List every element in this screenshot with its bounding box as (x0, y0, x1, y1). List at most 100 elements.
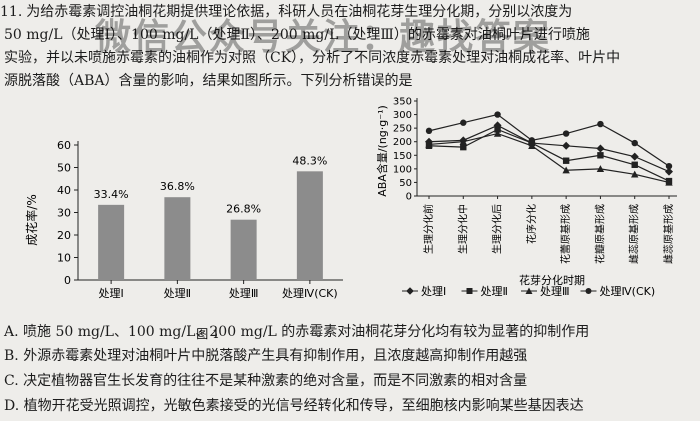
fig1-category-label: 处理Ⅲ (229, 287, 259, 300)
fig2-point-diamond (630, 152, 639, 161)
fig1-bar-value-label: 26.8% (226, 203, 261, 216)
fig2-point-circle (585, 288, 592, 294)
fig2-point-circle (597, 120, 604, 128)
question-line-2: 50 mg/L（处理Ⅰ）、100 mg/L（处理Ⅱ）、200 mg/L（处理Ⅲ）… (4, 27, 590, 43)
fig2-xlabel: 花芽分化时期 (519, 273, 585, 287)
fig2-ytick-label: 250 (393, 124, 412, 135)
fig2-point-circle (494, 111, 501, 118)
fig2-series-line (428, 124, 670, 173)
fig1-bar (98, 204, 125, 280)
fig1-category-label: 处理Ⅰ (99, 287, 124, 300)
fig2-axes: 0 50 100 150 200 250 300 350 生理分化前 生理分化中 生理分化后 花序分化… (393, 97, 677, 264)
fig2-point-square (466, 288, 473, 294)
fig2-point-square (460, 143, 467, 151)
fig2-point-circle (528, 137, 536, 144)
fig2-point-square (631, 161, 638, 168)
fig1-bar (164, 197, 191, 280)
fig2-ytick-label: 350 (393, 97, 412, 108)
fig1-category-label: 处理Ⅳ(CK) (282, 287, 338, 300)
fig2-ytick-label: 100 (393, 164, 412, 175)
fig2-ytick-label: 200 (393, 137, 412, 148)
fig1-ytick-label: 40 (57, 184, 71, 197)
fig1-bar-value-label: 36.8% (160, 180, 195, 193)
fig2-legend: 处理Ⅰ 处理Ⅱ 处理Ⅲ 处理Ⅳ(CK) (402, 285, 655, 298)
fig2-point-triangle (459, 138, 467, 145)
option-d: D. 植物开花受光照调控，光敏色素接受的光信号经转化和传导，至细胞核内影响某些基… (4, 397, 584, 415)
fig2-point-triangle (631, 170, 639, 178)
fig2-point-triangle (525, 287, 533, 294)
option-b-text: 外源赤霉素处理对油桐叶片中脱落酸产生具有抑制作用，且浓度越高抑制作用越强 (23, 348, 528, 364)
fig2-ytick-label: 0 (406, 192, 412, 203)
option-c-text: 决定植物器官生长发育的往往不是某种激素的绝对含量，而是不同激素的相对含量 (23, 373, 528, 389)
fig2-point-circle (562, 130, 570, 137)
option-a-text: 喷施 50 mg/L、100 mg/L、200 mg/L 的赤霉素对油桐花芽分化… (23, 324, 590, 340)
question-line-3: 实验，并以未喷施赤霉素的油桐作为对照（CK），分析了不同浓度赤霉素处理对油桐成花… (4, 50, 621, 66)
fig1-ytick-label: 50 (57, 162, 71, 175)
question-line-4: 源脱落酸（ABA）含量的影响，结果如图所示。下列分析错误的是 (4, 73, 413, 89)
fig2-point-square (494, 126, 501, 133)
fig1-caption: 图 1 (196, 327, 219, 341)
fig2-point-triangle (493, 129, 502, 137)
fig2-legend-label: 处理Ⅳ(CK) (600, 285, 656, 298)
fig2-ylabel: ABA含量/(ng·g⁻¹) (375, 105, 389, 197)
fig2-point-diamond (665, 167, 673, 176)
option-c: C. 决定植物器官生长发育的往往不是某种激素的绝对含量，而是不同激素的相对含量 (4, 372, 527, 390)
fig2-category-label: 花蕾原基形成 (559, 204, 572, 264)
fig2-point-triangle (425, 140, 433, 148)
fig1-bars: 33.4% 36.8% 26.8% 48.3% (94, 154, 327, 280)
fig1-ytick-label: 60 (57, 139, 71, 152)
fig2-category-label: 生理分化前 (422, 204, 435, 254)
question-line-1: 11. 为给赤霉素调控油桐花期提供理论依据，科研人员在油桐花芽生理分化期，分别以浓… (0, 3, 572, 21)
fig1-ytick-label: 0 (64, 274, 71, 287)
figure-1-bar-chart: 成花率/% 0 10 20 30 40 50 60 处理Ⅰ 处理Ⅱ 处理Ⅲ 处理Ⅳ(CK) 33.4… (24, 139, 343, 341)
fig2-category-label: 雌蕊原基形成 (662, 204, 675, 264)
fig2-category-label: 花瓣原基形成 (593, 204, 606, 264)
fig2-legend-label: 处理Ⅱ (481, 285, 508, 298)
fig2-ytick-label: 300 (393, 110, 412, 121)
fig2-category-label: 雌蕊原基形成 (628, 204, 641, 264)
fig2-point-circle (425, 127, 433, 135)
option-b-label: B. (4, 348, 19, 364)
fig2-series-line (428, 132, 670, 184)
fig2-point-square (562, 157, 570, 164)
fig1-bar (230, 219, 257, 280)
fig2-point-diamond (596, 144, 605, 153)
fig2-point-diamond (562, 141, 571, 150)
fig2-series (425, 111, 673, 186)
fig2-point-triangle (528, 142, 536, 149)
figure-2-line-chart: ABA含量/(ng·g⁻¹) 0 50 100 150 200 250 300 350 生理分化… (375, 97, 677, 298)
question-text-1: 为给赤霉素调控油桐花期提供理论依据，科研人员在油桐花芽生理分化期，分别以浓度为 (26, 4, 573, 20)
fig2-legend-label: 处理Ⅰ (421, 285, 446, 298)
fig2-ytick-label: 150 (393, 151, 412, 162)
fig1-ytick-label: 30 (57, 207, 71, 220)
question-number: 11. (0, 4, 23, 20)
fig1-ytick-label: 20 (57, 229, 71, 242)
fig2-series-line (428, 128, 670, 182)
fig2-legend-label: 处理Ⅲ (540, 285, 570, 298)
option-c-label: C. (4, 373, 19, 389)
option-a-label: A. (4, 324, 19, 340)
option-a: A. 喷施 50 mg/L、100 mg/L、200 mg/L 的赤霉素对油桐花… (4, 323, 589, 341)
fig1-axes: 0 10 20 30 40 50 60 处理Ⅰ 处理Ⅱ 处理Ⅲ 处理Ⅳ(CK) (57, 139, 343, 300)
fig2-point-triangle (562, 166, 570, 174)
fig2-point-circle (460, 119, 467, 126)
fig2-point-circle (631, 139, 638, 147)
fig2-series-line (428, 113, 670, 167)
fig1-bar-value-label: 48.3% (292, 154, 327, 167)
fig2-point-triangle (665, 178, 673, 186)
option-d-text: 植物开花受光照调控，光敏色素接受的光信号经转化和传导，至细胞核内影响某些基因表达 (23, 398, 584, 414)
fig2-point-circle (665, 162, 673, 170)
fig2-category-label: 生理分化中 (456, 204, 469, 254)
fig1-bar-value-label: 33.4% (94, 188, 129, 201)
option-b: B. 外源赤霉素处理对油桐叶片中脱落酸产生具有抑制作用，且浓度越高抑制作用越强 (4, 347, 527, 365)
option-d-label: D. (4, 398, 20, 414)
fig1-ytick-label: 10 (57, 252, 71, 265)
fig2-point-square (597, 152, 604, 159)
fig1-bar (296, 171, 323, 280)
fig2-point-diamond (406, 287, 414, 295)
fig2-category-label: 生理分化后 (491, 204, 504, 254)
fig1-ylabel: 成花率/% (24, 194, 39, 245)
fig2-category-label: 花序分化 (525, 204, 538, 244)
fig1-category-label: 处理Ⅱ (164, 287, 191, 300)
fig2-point-triangle (596, 165, 605, 173)
